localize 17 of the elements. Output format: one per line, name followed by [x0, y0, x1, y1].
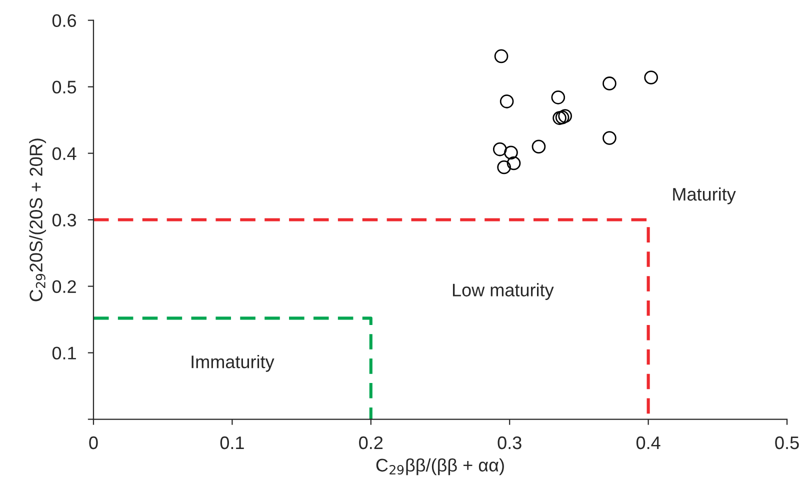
y-tick-label: 0.4 — [52, 147, 76, 160]
x-tick-label: 0.1 — [220, 436, 244, 450]
x-tick-label: 0.3 — [498, 436, 522, 450]
x-tick-label: 0.2 — [359, 436, 383, 450]
annotation: Low maturity — [452, 283, 554, 300]
x-tick-label: 0.4 — [636, 436, 660, 450]
x-tick-label: 0 — [89, 436, 98, 450]
annotation: Maturity — [673, 187, 736, 204]
y-axis-title: C$_{29}$20S/(20S + 20R) — [29, 138, 46, 302]
annotation: Immaturity — [192, 354, 274, 372]
x-tick-label: 0.5 — [775, 436, 799, 450]
y-tick-label: 0.3 — [52, 214, 76, 226]
y-tick-label: 0.6 — [52, 14, 76, 28]
y-tick-label: 0.2 — [52, 280, 76, 293]
y-tick-label: 0.5 — [52, 80, 76, 94]
x-axis-title: C$_{29}$ββ/(ββ + αα) — [376, 458, 504, 476]
y-tick-label: 0.1 — [52, 346, 76, 360]
